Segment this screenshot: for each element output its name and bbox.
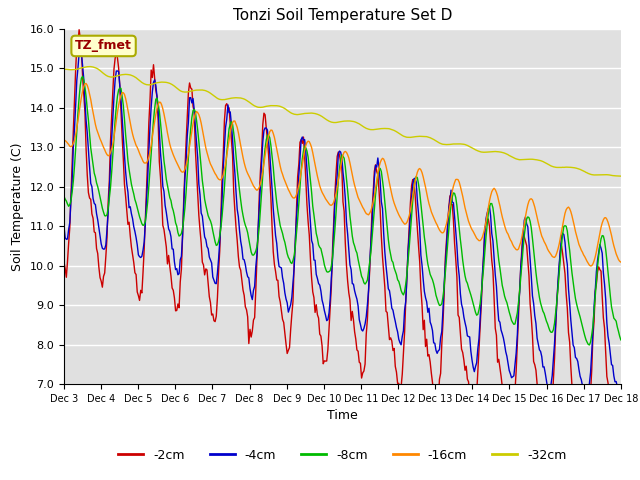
-4cm (60, 223, 68, 229)
-2cm (399, 350, 407, 356)
-2cm (60, 259, 68, 265)
-16cm (399, 220, 407, 226)
-8cm (586, 342, 593, 348)
-16cm (234, 130, 242, 135)
-16cm (373, 178, 381, 184)
-8cm (60, 193, 68, 199)
Line: -16cm: -16cm (64, 84, 621, 266)
-8cm (617, 337, 625, 343)
-4cm (567, 317, 575, 323)
-32cm (470, 146, 478, 152)
-2cm (296, 139, 304, 145)
-8cm (234, 177, 242, 183)
-32cm (399, 133, 407, 139)
-32cm (617, 173, 625, 179)
-32cm (234, 95, 242, 101)
Line: -8cm: -8cm (64, 76, 621, 345)
-4cm (470, 369, 478, 374)
Y-axis label: Soil Temperature (C): Soil Temperature (C) (11, 142, 24, 271)
-16cm (567, 209, 575, 215)
Legend: -2cm, -4cm, -8cm, -16cm, -32cm: -2cm, -4cm, -8cm, -16cm, -32cm (113, 444, 572, 467)
-8cm (296, 184, 304, 190)
Line: -32cm: -32cm (64, 67, 621, 176)
-4cm (399, 328, 407, 334)
-32cm (373, 126, 381, 132)
-16cm (296, 176, 304, 182)
-2cm (470, 417, 478, 423)
-2cm (567, 364, 575, 370)
Text: TZ_fmet: TZ_fmet (75, 39, 132, 52)
-8cm (399, 292, 407, 298)
-32cm (296, 111, 304, 117)
Title: Tonzi Soil Temperature Set D: Tonzi Soil Temperature Set D (233, 9, 452, 24)
-32cm (60, 66, 68, 72)
-2cm (234, 254, 242, 260)
-8cm (470, 306, 478, 312)
-16cm (60, 137, 68, 143)
-2cm (76, 27, 83, 33)
-8cm (567, 259, 575, 265)
-16cm (470, 231, 478, 237)
-32cm (86, 64, 93, 70)
X-axis label: Time: Time (327, 409, 358, 422)
Line: -4cm: -4cm (64, 53, 621, 403)
-4cm (296, 156, 304, 162)
-8cm (79, 73, 86, 79)
-32cm (567, 165, 575, 170)
-16cm (587, 263, 595, 269)
-4cm (617, 400, 625, 406)
-16cm (83, 81, 90, 86)
-4cm (234, 214, 242, 220)
-4cm (76, 50, 83, 56)
-2cm (617, 465, 625, 471)
-2cm (373, 168, 381, 174)
Line: -2cm: -2cm (64, 30, 621, 468)
-16cm (617, 259, 625, 265)
-8cm (373, 182, 381, 188)
-4cm (373, 164, 381, 170)
